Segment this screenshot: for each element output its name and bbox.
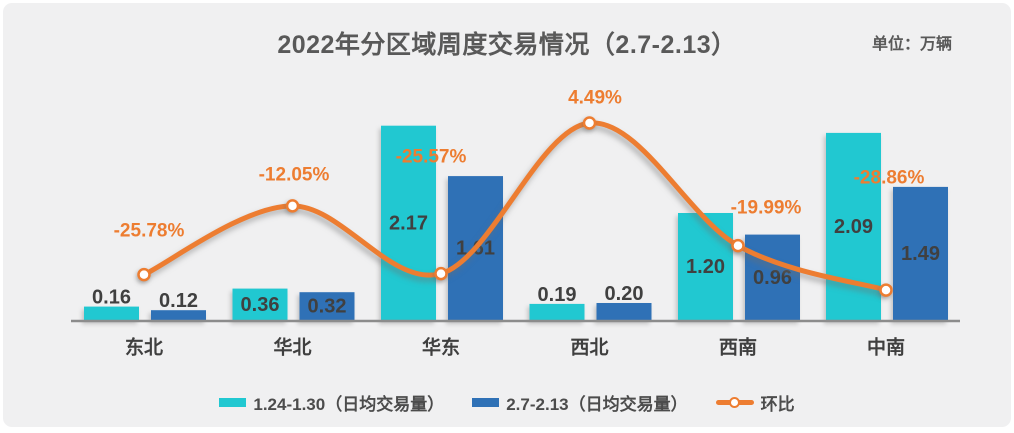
- legend-item-trendline[interactable]: 环比: [715, 390, 795, 415]
- category-label-0: 东北: [125, 336, 163, 359]
- trend-point-cat1[interactable]: [285, 199, 300, 213]
- trend-pct-label-cat1: -12.05%: [259, 165, 330, 186]
- line-marker-icon: [715, 397, 754, 408]
- trend-pct-label-cat5: -28.86%: [854, 168, 925, 189]
- legend-item-week1[interactable]: 1.24-1.30（日均交易量）: [219, 390, 444, 415]
- bar-value-label-series1-cat3: 0.19: [538, 284, 577, 306]
- bar-series1-cat5[interactable]: [826, 132, 881, 321]
- bar-value-label-series2-cat4: 0.96: [753, 267, 792, 289]
- trend-point-cat3[interactable]: [582, 116, 597, 130]
- trend-point-cat0[interactable]: [137, 267, 151, 282]
- bar-value-label-series2-cat0: 0.12: [159, 290, 198, 312]
- chart-plot-area: 0.16 0.12 0.36 0.322.171.610.19 0.201.20 0.96…: [71, 88, 960, 359]
- category-label-1: 华北: [273, 336, 311, 359]
- bar-value-label-series2-cat3: 0.20: [605, 283, 644, 305]
- legend-label-week2: 2.7-2.13（日均交易量）: [506, 395, 688, 414]
- trend-pct-label-cat2: -25.57%: [396, 147, 467, 168]
- bar-value-label-series1-cat0: 0.16: [92, 287, 131, 309]
- bar-series1-cat3[interactable]: [529, 303, 585, 321]
- trend-pct-label-cat0: -25.78%: [114, 221, 185, 242]
- legend-label-week1: 1.24-1.30（日均交易量）: [253, 395, 445, 414]
- bar-series1-cat0[interactable]: [84, 306, 139, 321]
- trend-pct-label-cat4: -19.99%: [731, 198, 802, 219]
- bar-value-label-series1-cat2: 2.17: [389, 212, 428, 234]
- bar-series2-cat0[interactable]: [151, 310, 206, 321]
- trend-point-cat2[interactable]: [434, 266, 448, 281]
- bar-value-label-series2-cat5: 1.49: [901, 243, 940, 265]
- unit-label: 单位：万辆: [871, 36, 952, 53]
- category-label-2: 华东: [422, 336, 460, 359]
- legend-label-trendline: 环比: [760, 395, 795, 414]
- category-label-5: 中南: [867, 336, 905, 359]
- bar-series2-cat1[interactable]: [299, 292, 355, 321]
- bar-value-label-series1-cat1: 0.36: [241, 294, 280, 316]
- bar-value-label-series1-cat5: 2.09: [834, 216, 873, 238]
- trend-point-cat4[interactable]: [731, 238, 745, 253]
- category-label-3: 西北: [570, 337, 608, 359]
- bar-series1-cat4[interactable]: [678, 213, 733, 321]
- bar-series2-cat5[interactable]: [893, 186, 948, 321]
- bar-series2-cat3[interactable]: [596, 303, 652, 321]
- chart-title: 2022年分区域周度交易情况（2.7-2.13）: [277, 31, 737, 59]
- bar-series1-cat1[interactable]: [232, 288, 288, 321]
- bar-series1-cat2[interactable]: [381, 125, 436, 321]
- trend-pct-label-cat3: 4.49%: [568, 88, 622, 109]
- bar-value-label-series1-cat4: 1.20: [686, 256, 725, 278]
- legend: 1.24-1.30（日均交易量） 2.7-2.13（日均交易量） 环比: [3, 390, 1011, 415]
- series2-swatch-icon: [472, 398, 500, 407]
- category-label-4: 西南: [719, 337, 757, 359]
- legend-item-week2[interactable]: 2.7-2.13（日均交易量）: [472, 390, 688, 415]
- bar-value-label-series2-cat1: 0.32: [308, 296, 347, 318]
- chart-card: 2022年分区域周度交易情况（2.7-2.13） 单位：万辆 0.16 0.12 0…: [3, 3, 1011, 427]
- trend-point-cat5[interactable]: [879, 283, 893, 297]
- bar-series2-cat4[interactable]: [745, 234, 800, 321]
- series1-swatch-icon: [219, 398, 247, 407]
